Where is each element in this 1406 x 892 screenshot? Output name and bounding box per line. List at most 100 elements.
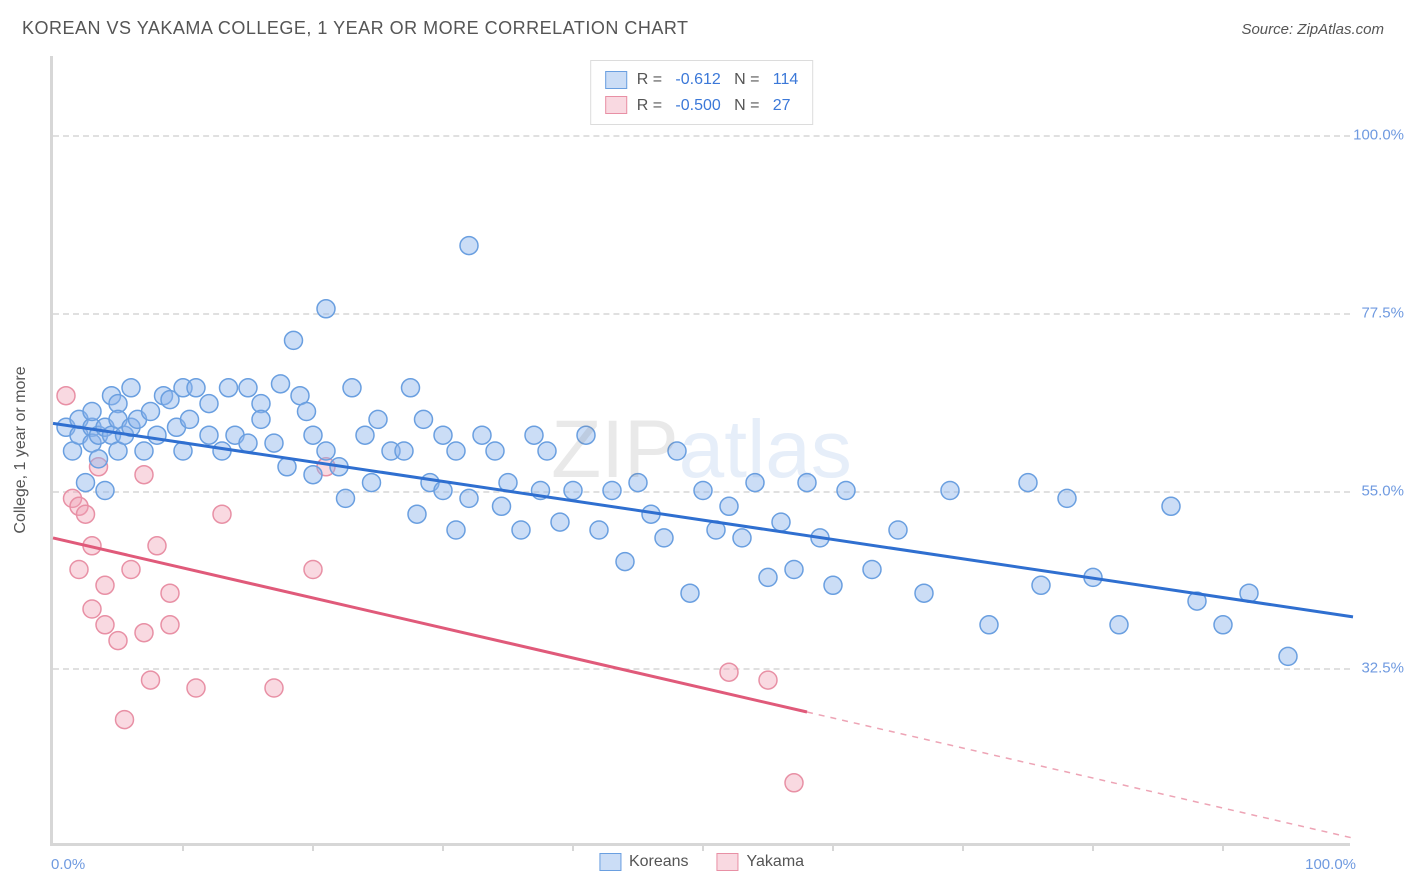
- data-point-koreans: [525, 426, 543, 444]
- data-point-yakama: [70, 561, 88, 579]
- chart-header: KOREAN VS YAKAMA COLLEGE, 1 YEAR OR MORE…: [22, 18, 1384, 39]
- data-point-koreans: [733, 529, 751, 547]
- x-tick: [1222, 843, 1224, 851]
- data-point-koreans: [1110, 616, 1128, 634]
- data-point-koreans: [187, 379, 205, 397]
- data-point-yakama: [187, 679, 205, 697]
- data-point-koreans: [252, 410, 270, 428]
- data-point-yakama: [213, 505, 231, 523]
- data-point-koreans: [915, 584, 933, 602]
- data-point-koreans: [590, 521, 608, 539]
- data-point-koreans: [434, 482, 452, 500]
- data-point-koreans: [473, 426, 491, 444]
- data-point-koreans: [122, 379, 140, 397]
- legend-series: Koreans Yakama: [599, 853, 804, 871]
- data-point-yakama: [135, 624, 153, 642]
- legend-item: Koreans: [599, 853, 689, 871]
- data-point-koreans: [551, 513, 569, 531]
- scatter-svg: [53, 56, 1350, 843]
- data-point-koreans: [460, 237, 478, 255]
- data-point-koreans: [408, 505, 426, 523]
- chart-source: Source: ZipAtlas.com: [1241, 21, 1384, 38]
- data-point-koreans: [265, 434, 283, 452]
- x-tick: [702, 843, 704, 851]
- data-point-koreans: [135, 442, 153, 460]
- y-axis-label: College, 1 year or more: [12, 366, 30, 533]
- x-tick: [962, 843, 964, 851]
- data-point-koreans: [720, 497, 738, 515]
- data-point-koreans: [629, 474, 647, 492]
- data-point-koreans: [772, 513, 790, 531]
- chart-plot-area: College, 1 year or more ZIPatlas 32.5%55…: [50, 56, 1350, 846]
- trend-line-koreans: [53, 423, 1353, 617]
- data-point-koreans: [1019, 474, 1037, 492]
- legend-stats-text: R = -0.500 N = 27: [637, 93, 791, 119]
- legend-item: Yakama: [717, 853, 805, 871]
- data-point-koreans: [785, 561, 803, 579]
- legend-swatch: [605, 71, 627, 89]
- data-point-koreans: [200, 426, 218, 444]
- data-point-koreans: [512, 521, 530, 539]
- data-point-koreans: [415, 410, 433, 428]
- data-point-koreans: [577, 426, 595, 444]
- data-point-yakama: [161, 584, 179, 602]
- data-point-yakama: [265, 679, 283, 697]
- data-point-yakama: [135, 466, 153, 484]
- legend-stats-row: R = -0.500 N = 27: [605, 93, 799, 119]
- data-point-koreans: [83, 403, 101, 421]
- data-point-koreans: [1032, 576, 1050, 594]
- x-tick: [832, 843, 834, 851]
- data-point-koreans: [616, 553, 634, 571]
- data-point-koreans: [1279, 647, 1297, 665]
- data-point-yakama: [720, 663, 738, 681]
- data-point-koreans: [304, 426, 322, 444]
- data-point-koreans: [356, 426, 374, 444]
- x-axis-max-label: 100.0%: [1305, 856, 1356, 873]
- data-point-koreans: [493, 497, 511, 515]
- data-point-yakama: [116, 711, 134, 729]
- data-point-yakama: [122, 561, 140, 579]
- data-point-koreans: [863, 561, 881, 579]
- data-point-koreans: [980, 616, 998, 634]
- data-point-koreans: [668, 442, 686, 460]
- trend-line-dashed-yakama: [807, 712, 1353, 838]
- data-point-koreans: [603, 482, 621, 500]
- legend-swatch: [605, 96, 627, 114]
- data-point-koreans: [460, 489, 478, 507]
- legend-label: Yakama: [747, 853, 805, 871]
- data-point-yakama: [96, 616, 114, 634]
- data-point-koreans: [746, 474, 764, 492]
- data-point-koreans: [941, 482, 959, 500]
- legend-label: Koreans: [629, 853, 689, 871]
- data-point-koreans: [369, 410, 387, 428]
- data-point-koreans: [447, 442, 465, 460]
- data-point-koreans: [694, 482, 712, 500]
- data-point-koreans: [837, 482, 855, 500]
- data-point-koreans: [889, 521, 907, 539]
- x-tick: [572, 843, 574, 851]
- data-point-yakama: [77, 505, 95, 523]
- data-point-koreans: [298, 403, 316, 421]
- legend-stats-row: R = -0.612 N = 114: [605, 67, 799, 93]
- legend-stats-text: R = -0.612 N = 114: [637, 67, 799, 93]
- data-point-koreans: [1214, 616, 1232, 634]
- data-point-koreans: [486, 442, 504, 460]
- data-point-koreans: [1058, 489, 1076, 507]
- data-point-koreans: [96, 482, 114, 500]
- data-point-yakama: [304, 561, 322, 579]
- data-point-koreans: [272, 375, 290, 393]
- data-point-koreans: [564, 482, 582, 500]
- data-point-yakama: [109, 632, 127, 650]
- x-axis-min-label: 0.0%: [51, 856, 85, 873]
- data-point-yakama: [785, 774, 803, 792]
- data-point-koreans: [148, 426, 166, 444]
- data-point-yakama: [759, 671, 777, 689]
- data-point-koreans: [395, 442, 413, 460]
- data-point-koreans: [363, 474, 381, 492]
- data-point-yakama: [142, 671, 160, 689]
- x-tick: [312, 843, 314, 851]
- legend-stats-box: R = -0.612 N = 114R = -0.500 N = 27: [590, 60, 814, 125]
- data-point-koreans: [239, 434, 257, 452]
- data-point-koreans: [304, 466, 322, 484]
- data-point-koreans: [77, 474, 95, 492]
